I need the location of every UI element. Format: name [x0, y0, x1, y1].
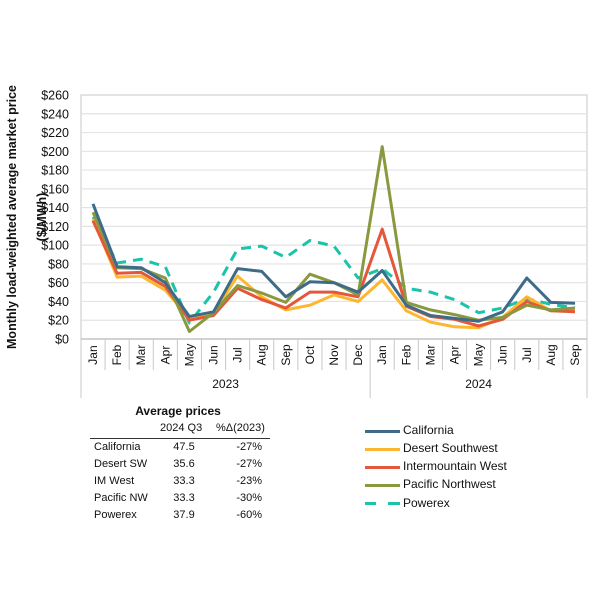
legend-label: Desert Southwest: [403, 441, 498, 455]
legend-swatch: [365, 448, 400, 451]
legend-item-pacific-northwest: Pacific Northwest: [362, 476, 598, 494]
legend-label: Powerex: [403, 496, 450, 510]
y-axis-title: Monthly load-weighted average market pri…: [4, 85, 49, 349]
row-name: Desert SW: [94, 458, 148, 470]
x-tick-label: Sep: [568, 344, 582, 366]
y-tick-label: $220: [41, 126, 69, 140]
x-axis: Jan Feb Mar Apr May Jun Jul Aug Sep Oct Nov Dec Jan F…: [80, 338, 588, 398]
series-line-pacific-northwest: [91, 145, 576, 333]
legend-item-desert-southwest: Desert Southwest: [362, 440, 598, 458]
y-tick-label: $260: [41, 89, 69, 103]
legend-item-california: California: [362, 422, 598, 440]
y-tick-label: $180: [41, 164, 69, 178]
x-tick-label: Aug: [255, 344, 269, 365]
series-line-california: [91, 203, 576, 323]
y-axis-title-line-1: Monthly load-weighted average market pri…: [5, 85, 19, 349]
x-tick-label: Jul: [520, 347, 534, 362]
table-title: Average prices: [135, 404, 221, 418]
legend-item-intermountain-west: Intermountain West: [362, 458, 598, 476]
table-row: California 47.5 -27%: [88, 441, 278, 458]
row-value: 37.9: [173, 509, 195, 521]
y-tick-label: $200: [41, 145, 69, 159]
x-tick-label: Mar: [423, 345, 437, 366]
y-tick-label: $120: [41, 220, 69, 234]
x-tick-label: Feb: [399, 344, 413, 365]
legend-label: Pacific Northwest: [403, 477, 496, 491]
x-tick-label: Oct: [303, 345, 317, 364]
x-tick-label: May: [182, 344, 196, 367]
x-tick-label: Jun: [207, 345, 221, 364]
x-tick-label: Sep: [279, 344, 293, 366]
x-tick-label: Jun: [496, 345, 510, 364]
row-name: IM West: [94, 475, 135, 487]
legend-swatch: [365, 466, 400, 469]
table-row: Pacific NW 33.3 -30%: [88, 492, 278, 509]
row-change: -30%: [236, 492, 262, 504]
table-header-divider: [90, 438, 270, 439]
row-change: -27%: [236, 458, 262, 470]
y-tick-label: $160: [41, 182, 69, 196]
row-value: 47.5: [173, 441, 195, 453]
y-tick-label: $140: [41, 201, 69, 215]
y-tick-label: $40: [48, 295, 69, 309]
x-tick-label: Apr: [158, 346, 172, 365]
table-header-change: %Δ(2023): [216, 422, 265, 434]
series-lines: [91, 145, 576, 333]
row-name: California: [94, 441, 141, 453]
row-name: Pacific NW: [94, 492, 148, 504]
x-tick-label: Mar: [134, 345, 148, 366]
table-row: IM West 33.3 -23%: [88, 475, 278, 492]
y-axis-ticks: $0 $20 $40 $60 $80 $100 $120 $140 $160 $180 $200 $2…: [41, 89, 69, 347]
legend-item-powerex: Powerex: [362, 495, 598, 513]
table-header-q3: 2024 Q3: [160, 422, 203, 434]
x-tick-label: Jan: [86, 345, 100, 364]
table-row: Desert SW 35.6 -27%: [88, 458, 278, 475]
row-name: Powerex: [94, 509, 137, 521]
x-tick-label: Jul: [231, 347, 245, 362]
year-label: 2023: [212, 377, 239, 391]
row-value: 33.3: [173, 492, 195, 504]
legend-swatch: [365, 430, 400, 433]
row-change: -27%: [236, 441, 262, 453]
legend-swatch: [365, 484, 400, 487]
x-tick-label: Feb: [110, 344, 124, 365]
x-tick-label: Dec: [351, 344, 365, 365]
y-tick-label: $80: [48, 257, 69, 271]
y-tick-label: $60: [48, 276, 69, 290]
y-tick-label: $100: [41, 239, 69, 253]
x-tick-label: Jan: [375, 345, 389, 364]
y-tick-label: $240: [41, 107, 69, 121]
y-tick-label: $0: [55, 333, 69, 347]
x-tick-label: Apr: [447, 346, 461, 365]
y-axis-title-line-2: ($/MWh): [35, 192, 49, 242]
year-label: 2024: [465, 377, 492, 391]
row-value: 33.3: [173, 475, 195, 487]
legend-label: Intermountain West: [403, 459, 507, 473]
row-change: -23%: [236, 475, 262, 487]
x-tick-label: Aug: [544, 344, 558, 365]
x-tick-label: Nov: [327, 344, 341, 365]
row-value: 35.6: [173, 458, 195, 470]
y-tick-label: $20: [48, 314, 69, 328]
x-tick-label: May: [472, 344, 486, 367]
table-row: Powerex 37.9 -60%: [88, 509, 278, 526]
row-change: -60%: [236, 509, 262, 521]
series-line-powerex: [91, 216, 576, 325]
legend-swatch: [365, 502, 400, 505]
legend-label: California: [403, 423, 454, 437]
